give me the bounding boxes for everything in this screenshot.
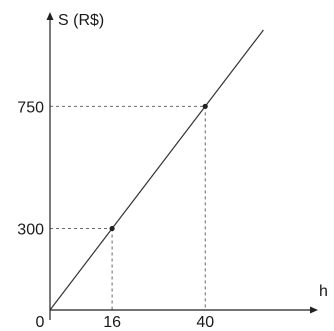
y-tick-label: 300 xyxy=(17,222,44,239)
guide-lines xyxy=(50,105,206,310)
origin-label: 0 xyxy=(36,314,45,331)
series-line-segment xyxy=(49,29,264,311)
y-axis-label: S (R$) xyxy=(58,12,104,29)
x-tick-label: 16 xyxy=(103,314,121,331)
axes xyxy=(46,12,318,320)
data-points xyxy=(109,103,208,232)
data-point xyxy=(109,225,115,232)
x-axis-label: h xyxy=(319,283,328,300)
x-axis-arrow xyxy=(310,306,318,314)
tick-labels: 16 40 300 750 xyxy=(17,99,214,331)
x-tick-label: 40 xyxy=(196,314,214,331)
series-line xyxy=(49,29,264,311)
y-axis-arrow xyxy=(46,12,54,20)
y-tick-label: 750 xyxy=(17,99,44,116)
data-point xyxy=(202,103,208,109)
